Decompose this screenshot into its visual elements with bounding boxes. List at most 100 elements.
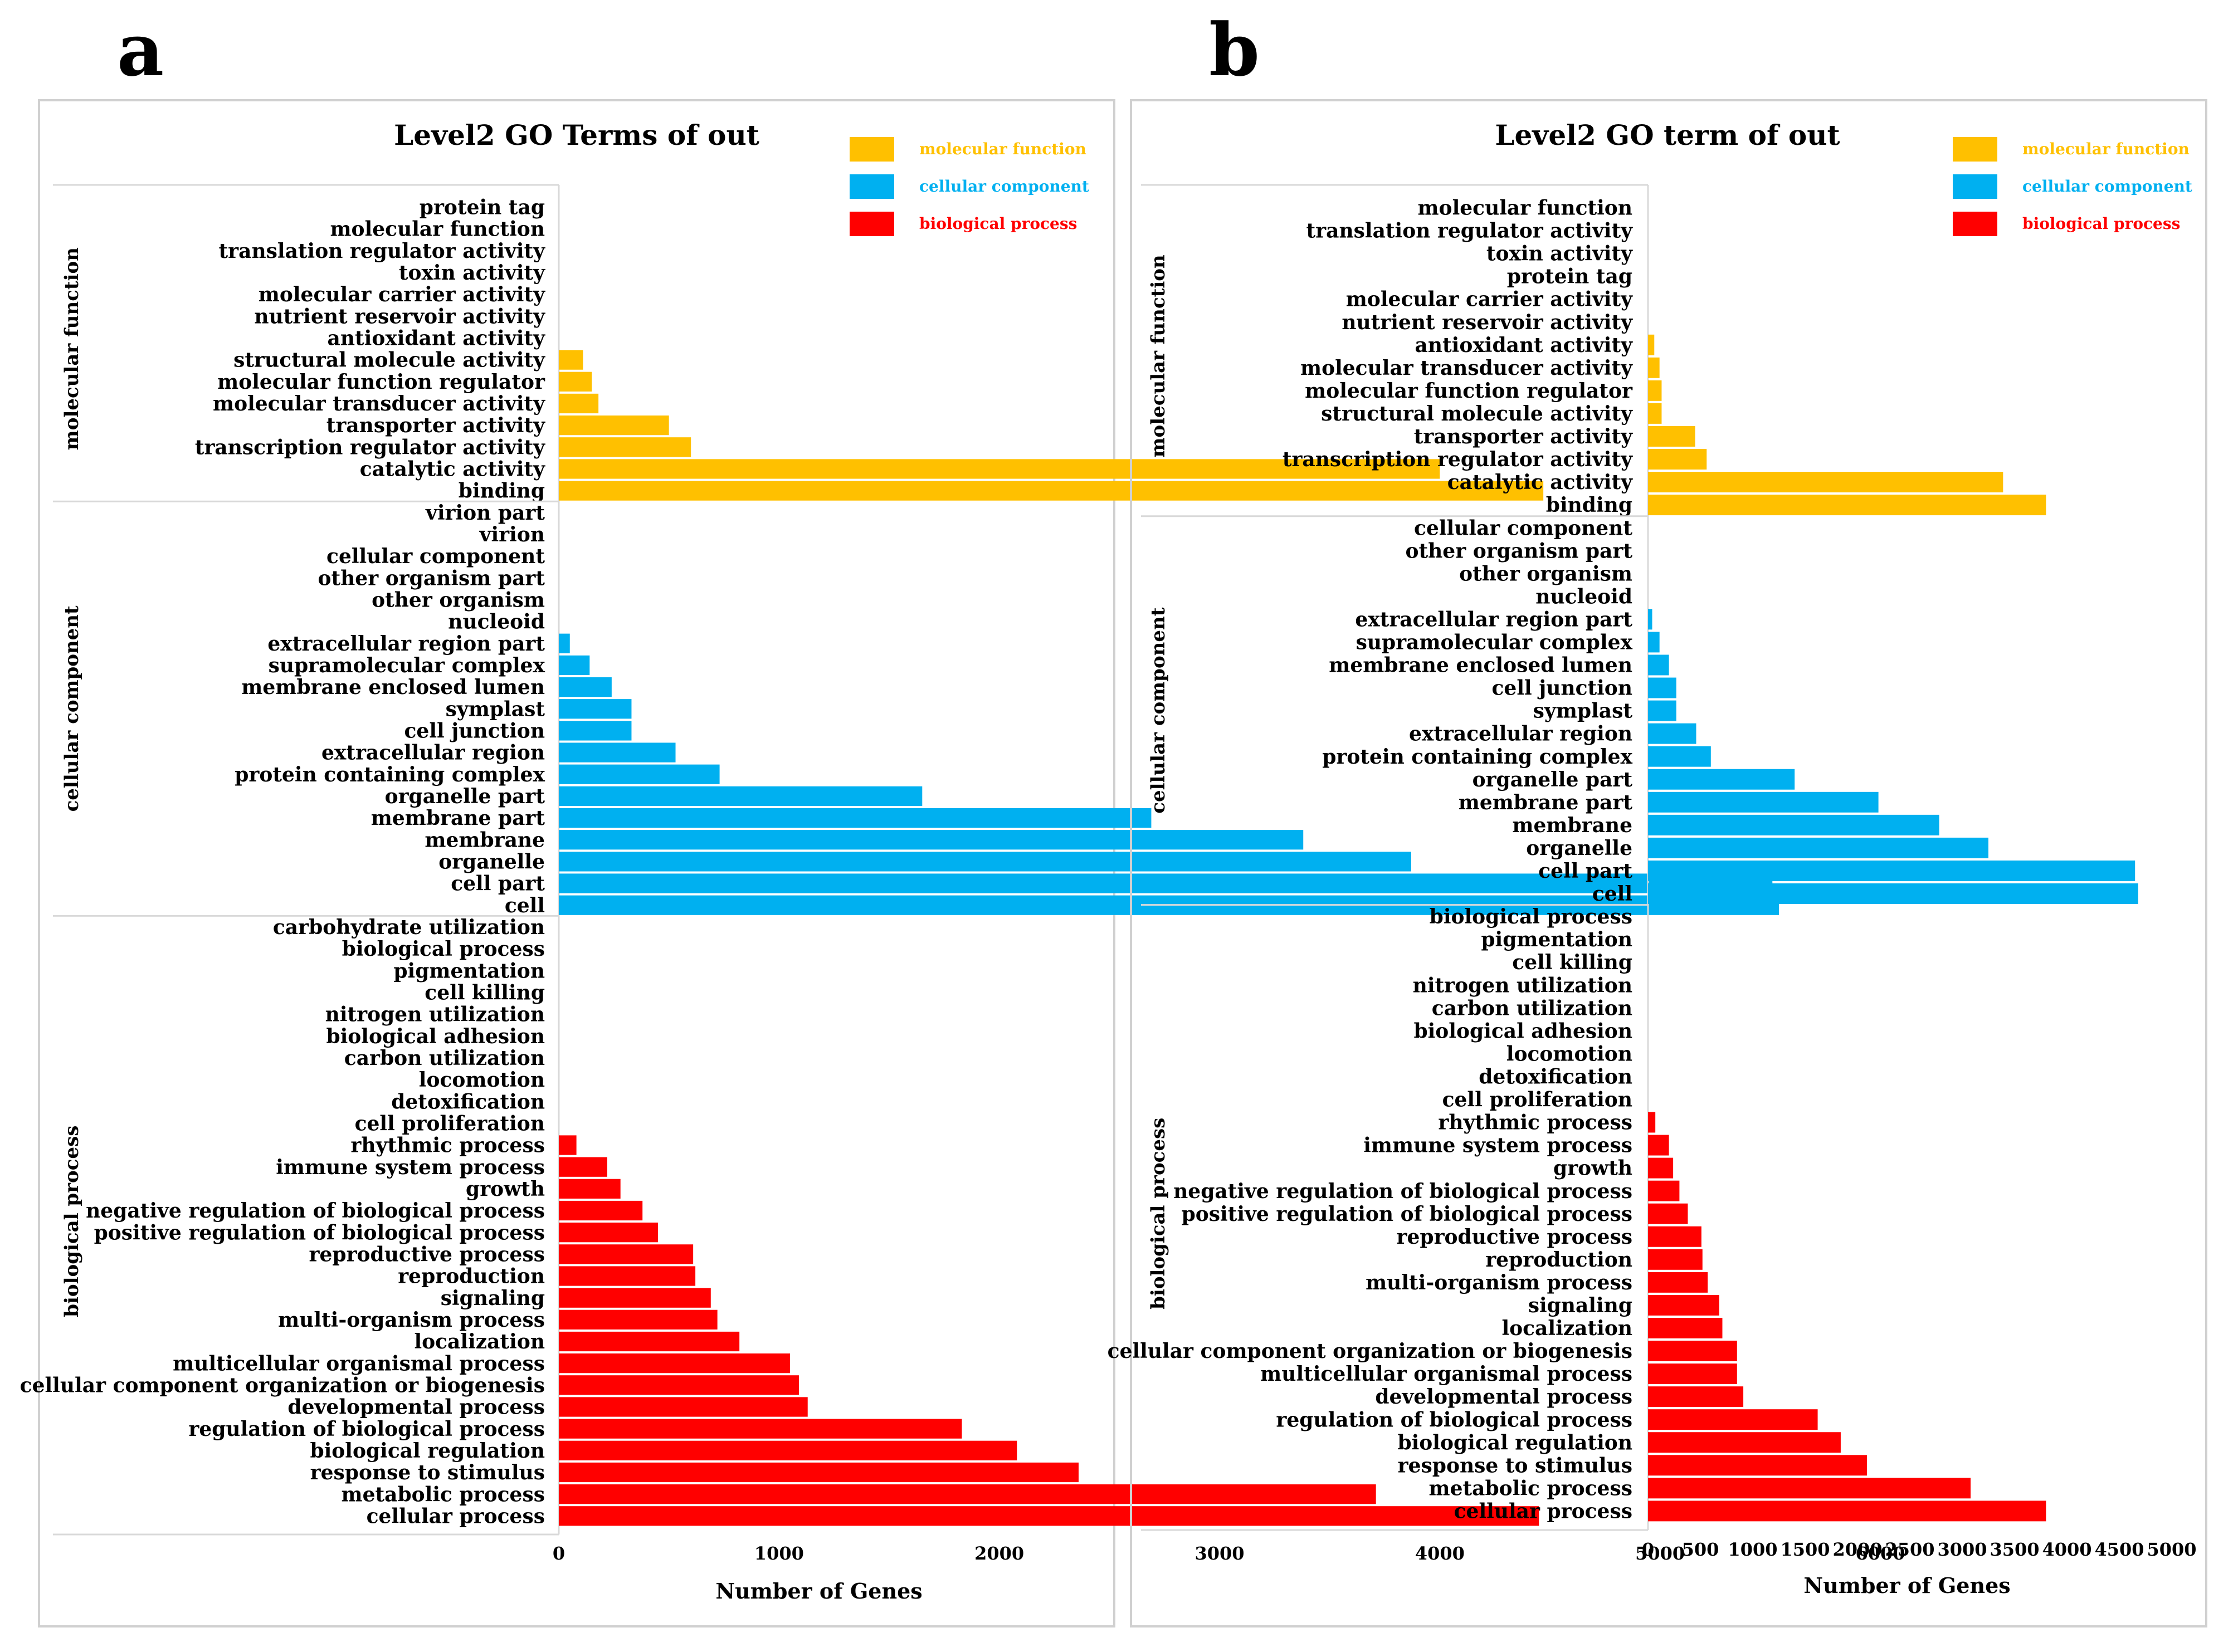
panel-a-legend-label-biological-process: biological process [919, 214, 1077, 233]
panel-b-group-label-molecular-function: molecular function [1147, 255, 1169, 457]
panel-b-tick-label-growth: growth [1553, 1157, 1632, 1180]
panel-b-tick-label-molecular-carrier-activity: molecular carrier activity [1346, 288, 1633, 311]
panel-b-tick-label-protein-containing-complex: protein containing complex [1322, 745, 1632, 769]
panel-a-tick-label-developmental-process: developmental process [287, 1396, 545, 1419]
panel-b-tick-label-cellular-process: cellular process [1454, 1499, 1632, 1523]
panel-b-x-tick-2500: 2500 [1885, 1539, 1934, 1560]
panel-a-tick-label-cell-junction: cell junction [404, 720, 545, 743]
panel-b-tick-label-biological-regulation: biological regulation [1397, 1431, 1632, 1454]
panel-b-bar-membrane [1648, 814, 1939, 835]
panel-b-tick-label-extracellular-region-part: extracellular region part [1355, 608, 1632, 631]
panel-b-bar-biological-regulation [1648, 1432, 1841, 1453]
panel-a-tick-label-cell: cell [505, 894, 545, 917]
panel-a-tick-label-membrane-enclosed-lumen: membrane enclosed lumen [241, 676, 545, 699]
panel-a-tick-label-metabolic-process: metabolic process [342, 1483, 545, 1506]
panel-a-legend-swatch-biological-process [850, 212, 894, 236]
panel-b-tick-label-cell-junction: cell junction [1492, 677, 1633, 700]
panel-b-bar-protein-containing-complex [1648, 746, 1711, 767]
panel-a-x-tick-0: 0 [553, 1543, 565, 1564]
panel-b-tick-label-translation-regulator-activity: translation regulator activity [1306, 219, 1634, 243]
panel-a-title: Level2 GO Terms of out [394, 119, 759, 151]
panel-a-tick-label-regulation-of-biological-process: regulation of biological process [188, 1418, 545, 1441]
panel-a-tick-label-transporter-activity: transporter activity [326, 414, 545, 437]
panel-b-bar-cell-part [1648, 860, 2135, 881]
panel-a-tick-label-molecular-function: molecular function [330, 218, 545, 241]
panel-a-tick-label-response-to-stimulus: response to stimulus [310, 1461, 545, 1484]
panel-b-tick-label-regulation-of-biological-process: regulation of biological process [1276, 1408, 1632, 1431]
panel-a-bar-reproduction [559, 1266, 696, 1286]
panel-b-bar-developmental-process [1648, 1386, 1744, 1407]
panel-a-tick-label-toxin-activity: toxin activity [399, 261, 545, 285]
panel-b-tick-label-organelle: organelle [1526, 837, 1632, 860]
panel-b-tick-label-biological-process: biological process [1430, 905, 1632, 928]
panel-a-tick-label-other-organism: other organism [372, 589, 545, 612]
panel-a-legend-label-molecular-function: molecular function [919, 140, 1086, 158]
panel-b-legend-swatch-molecular-function [1953, 137, 1997, 162]
panel-b-bar-extracellular-region [1648, 723, 1696, 744]
panel-a-tick-label-biological-process: biological process [342, 937, 545, 961]
panel-b-bar-multicellular-organismal-process [1648, 1363, 1737, 1385]
panel-b-tick-label-localization: localization [1501, 1317, 1632, 1340]
panel-a-legend-swatch-molecular-function [850, 137, 894, 162]
panel-a-bar-reproductive-process [559, 1244, 694, 1264]
panel-a-tick-label-biological-adhesion: biological adhesion [326, 1025, 545, 1048]
panel-b-tick-label-immune-system-process: immune system process [1363, 1134, 1632, 1157]
panel-a-tick-label-other-organism-part: other organism part [318, 566, 545, 590]
panel-b-bar-structural-molecule-activity [1648, 403, 1662, 424]
panel-b-bar-transcription-regulator-activity [1648, 449, 1707, 470]
panel-a-bar-protein-containing-complex [559, 764, 720, 784]
panel-a-tick-label-protein-containing-complex: protein containing complex [235, 763, 545, 786]
panel-a-tick-label-membrane: membrane [425, 828, 545, 852]
panel-b-bar-catalytic-activity [1648, 472, 2003, 493]
panel-b-tick-label-toxin-activity: toxin activity [1486, 242, 1633, 266]
panel-b-tick-label-cell-part: cell part [1538, 859, 1632, 883]
panel-a-tick-label-catalytic-activity: catalytic activity [360, 458, 545, 481]
panel-b-x-axis-label: Number of Genes [1803, 1573, 2010, 1598]
panel-a-bar-localization [559, 1331, 740, 1352]
panel-a-tick-label-extracellular-region-part: extracellular region part [267, 632, 545, 656]
panel-b-tick-label-negative-regulation-of-biological-process: negative regulation of biological proces… [1173, 1180, 1632, 1203]
panel-a-bar-structural-molecule-activity [559, 350, 583, 370]
panel-a-x-axis-label: Number of Genes [715, 1578, 922, 1604]
panel-a-bar-growth [559, 1179, 621, 1199]
panel-a-tick-label-nutrient-reservoir-activity: nutrient reservoir activity [254, 305, 545, 328]
panel-a-bar-extracellular-region [559, 742, 676, 763]
panel-b-tick-label-nitrogen-utilization: nitrogen utilization [1413, 974, 1632, 997]
panel-a-bar-symplast [559, 699, 632, 719]
panel-b-x-tick-1500: 1500 [1780, 1539, 1830, 1560]
panel-a-tick-label-protein-tag: protein tag [420, 196, 545, 219]
panel-b-tick-label-catalytic-activity: catalytic activity [1447, 471, 1633, 494]
panel-a-tick-label-reproduction: reproduction [398, 1265, 545, 1288]
panel-a-tick-label-cell-part: cell part [451, 872, 545, 896]
panel-a-x-tick-6000: 6000 [1855, 1543, 1905, 1564]
panel-b-tick-label-transporter-activity: transporter activity [1414, 425, 1633, 448]
panel-a-x-tick-1000: 1000 [754, 1543, 804, 1564]
panel-b-tick-label-carbon-utilization: carbon utilization [1432, 996, 1632, 1020]
panel-a-legend-swatch-cellular-component [850, 174, 894, 199]
panel-b-tick-label-biological-adhesion: biological adhesion [1413, 1019, 1632, 1043]
panel-a-tick-label-signaling: signaling [441, 1287, 545, 1310]
panel-b-tick-label-protein-tag: protein tag [1507, 265, 1632, 289]
panel-b-bar-positive-regulation-of-biological-process [1648, 1203, 1688, 1224]
panel-a-group-label-cellular-component: cellular component [61, 605, 83, 812]
panel-a-tick-label-organelle: organelle [438, 851, 545, 874]
panel-b-tick-label-signaling: signaling [1528, 1294, 1632, 1317]
panel-b-tick-label-developmental-process: developmental process [1375, 1385, 1632, 1409]
panel-a-bar-membrane-part [559, 808, 1152, 828]
panel-b-tick-label-membrane-enclosed-lumen: membrane enclosed lumen [1329, 654, 1632, 677]
panel-a-bar-signaling [559, 1288, 711, 1308]
panel-b-tick-label-locomotion: locomotion [1506, 1042, 1632, 1066]
panel-b-tick-label-cellular-component-organization-or-biogenesis: cellular component organization or bioge… [1108, 1340, 1632, 1363]
panel-b-bar-organelle [1648, 837, 1988, 858]
panel-b-tick-label-antioxidant-activity: antioxidant activity [1415, 334, 1634, 357]
panel-b-bar-cellular-component-organization-or-biogenesis [1648, 1341, 1737, 1361]
panel-a-tick-label-carbohydrate-utilization: carbohydrate utilization [273, 916, 545, 939]
panel-b-bar-growth [1648, 1157, 1674, 1179]
panel-b-legend-swatch-cellular-component [1953, 174, 1997, 199]
panel-a-bar-molecular-function-regulator [559, 372, 592, 392]
panel-b-tick-label-multicellular-organismal-process: multicellular organismal process [1260, 1362, 1632, 1386]
panel-b-x-tick-3500: 3500 [1990, 1539, 2039, 1560]
panel-a-tick-label-detoxification: detoxification [391, 1090, 545, 1113]
panel-b-bar-negative-regulation-of-biological-process [1648, 1180, 1680, 1201]
panel-a-tick-label-multicellular-organismal-process: multicellular organismal process [173, 1352, 545, 1375]
